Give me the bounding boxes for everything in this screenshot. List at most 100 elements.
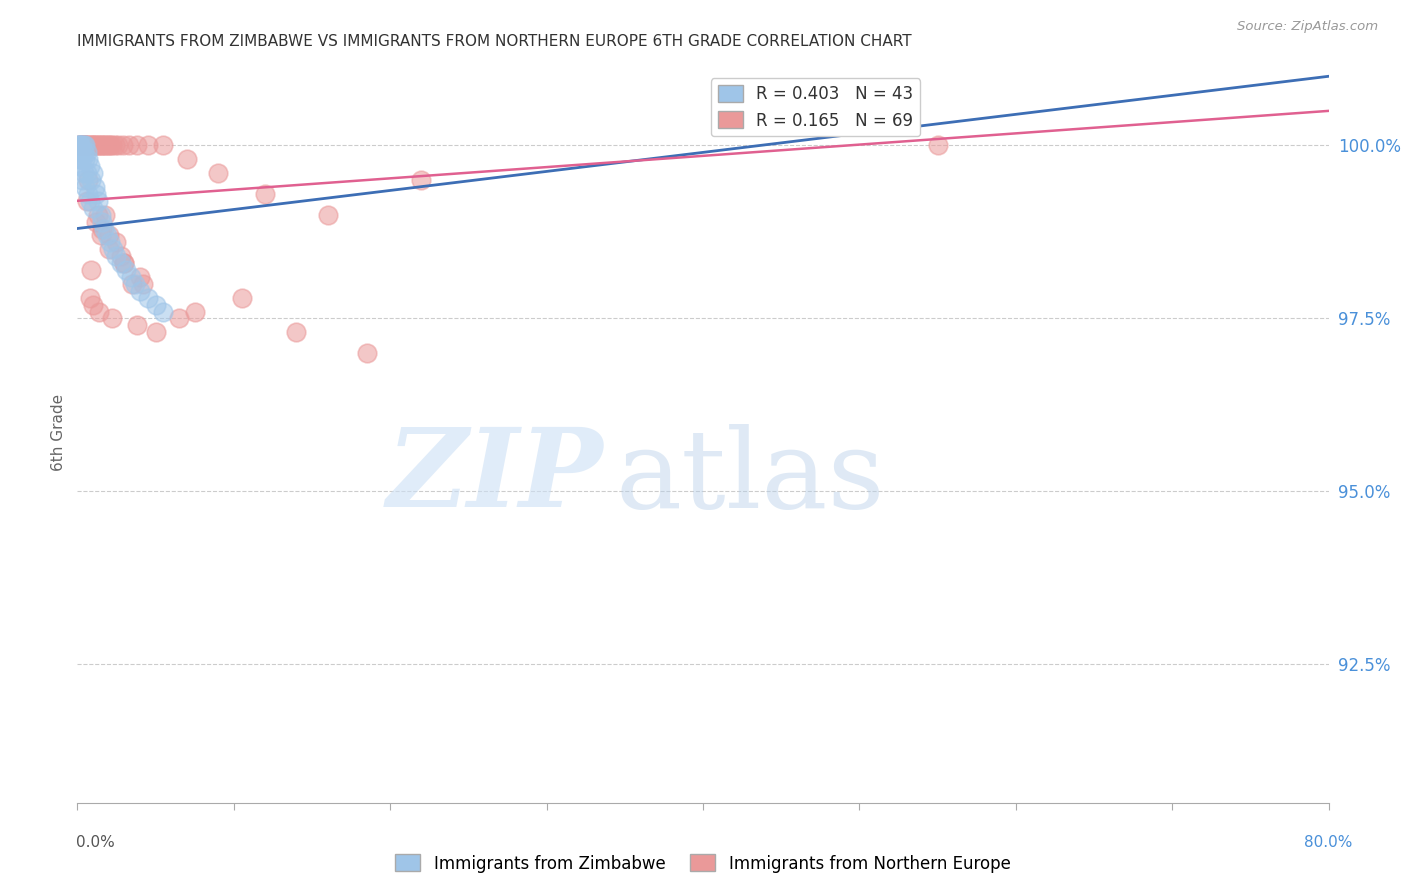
Text: ZIP: ZIP	[387, 424, 603, 531]
Point	[94, 138, 117, 153]
Point	[75, 138, 97, 153]
Point	[84, 214, 107, 228]
Point	[104, 138, 127, 153]
Point	[107, 138, 129, 153]
Point	[110, 249, 132, 263]
Point	[83, 180, 105, 194]
Point	[72, 138, 94, 153]
Point	[76, 145, 98, 160]
Point	[94, 208, 117, 222]
Point	[111, 138, 134, 153]
Point	[70, 153, 93, 167]
Point	[84, 186, 107, 201]
Point	[105, 249, 128, 263]
Point	[927, 138, 949, 153]
Point	[93, 138, 115, 153]
Point	[114, 263, 136, 277]
Point	[90, 228, 112, 243]
Point	[80, 138, 103, 153]
Point	[129, 284, 152, 298]
Point	[67, 138, 90, 153]
Point	[207, 166, 229, 180]
Point	[72, 145, 94, 160]
Point	[120, 269, 142, 284]
Point	[70, 138, 93, 153]
Point	[69, 138, 91, 153]
Point	[86, 194, 108, 208]
Y-axis label: 6th Grade: 6th Grade	[51, 394, 66, 471]
Point	[100, 311, 122, 326]
Point	[152, 138, 174, 153]
Point	[91, 138, 114, 153]
Point	[110, 256, 132, 270]
Point	[82, 138, 104, 153]
Point	[97, 242, 120, 256]
Point	[79, 138, 101, 153]
Point	[136, 291, 159, 305]
Point	[69, 138, 91, 153]
Point	[112, 256, 135, 270]
Point	[86, 208, 108, 222]
Point	[75, 153, 97, 167]
Point	[91, 214, 114, 228]
Point	[145, 297, 167, 311]
Point	[124, 277, 146, 291]
Point	[96, 138, 118, 153]
Point	[97, 228, 120, 243]
Point	[72, 166, 94, 180]
Point	[69, 138, 91, 153]
Text: atlas: atlas	[616, 424, 884, 531]
Point	[411, 173, 433, 187]
Point	[103, 242, 125, 256]
Point	[82, 166, 104, 180]
Point	[84, 138, 107, 153]
Point	[98, 235, 121, 250]
Point	[70, 138, 93, 153]
Point	[80, 173, 103, 187]
Legend: Immigrants from Zimbabwe, Immigrants from Northern Europe: Immigrants from Zimbabwe, Immigrants fro…	[388, 847, 1018, 880]
Point	[105, 235, 128, 250]
Point	[356, 346, 378, 360]
Point	[125, 138, 148, 153]
Point	[316, 208, 339, 222]
Point	[121, 277, 143, 291]
Point	[90, 138, 112, 153]
Point	[145, 326, 167, 340]
Point	[82, 138, 104, 153]
Point	[86, 138, 108, 153]
Point	[112, 256, 135, 270]
Point	[70, 138, 93, 153]
Point	[90, 208, 112, 222]
Point	[77, 153, 100, 167]
Point	[75, 138, 97, 153]
Point	[79, 159, 101, 173]
Point	[118, 138, 141, 153]
Point	[136, 138, 159, 153]
Point	[231, 291, 253, 305]
Point	[82, 297, 104, 311]
Text: 0.0%: 0.0%	[76, 836, 115, 850]
Point	[75, 138, 97, 153]
Point	[167, 311, 190, 326]
Point	[96, 228, 118, 243]
Point	[183, 304, 205, 318]
Point	[72, 138, 94, 153]
Point	[82, 201, 104, 215]
Point	[69, 159, 91, 173]
Point	[93, 221, 115, 235]
Point	[70, 173, 93, 187]
Point	[77, 138, 100, 153]
Point	[129, 269, 152, 284]
Point	[89, 138, 111, 153]
Point	[76, 138, 98, 153]
Point	[79, 194, 101, 208]
Point	[77, 186, 100, 201]
Point	[152, 304, 174, 318]
Point	[89, 304, 111, 318]
Point	[79, 291, 101, 305]
Text: Source: ZipAtlas.com: Source: ZipAtlas.com	[1237, 20, 1378, 33]
Point	[91, 221, 114, 235]
Legend: R = 0.403   N = 43, R = 0.165   N = 69: R = 0.403 N = 43, R = 0.165 N = 69	[711, 78, 920, 136]
Point	[67, 138, 90, 153]
Point	[76, 166, 98, 180]
